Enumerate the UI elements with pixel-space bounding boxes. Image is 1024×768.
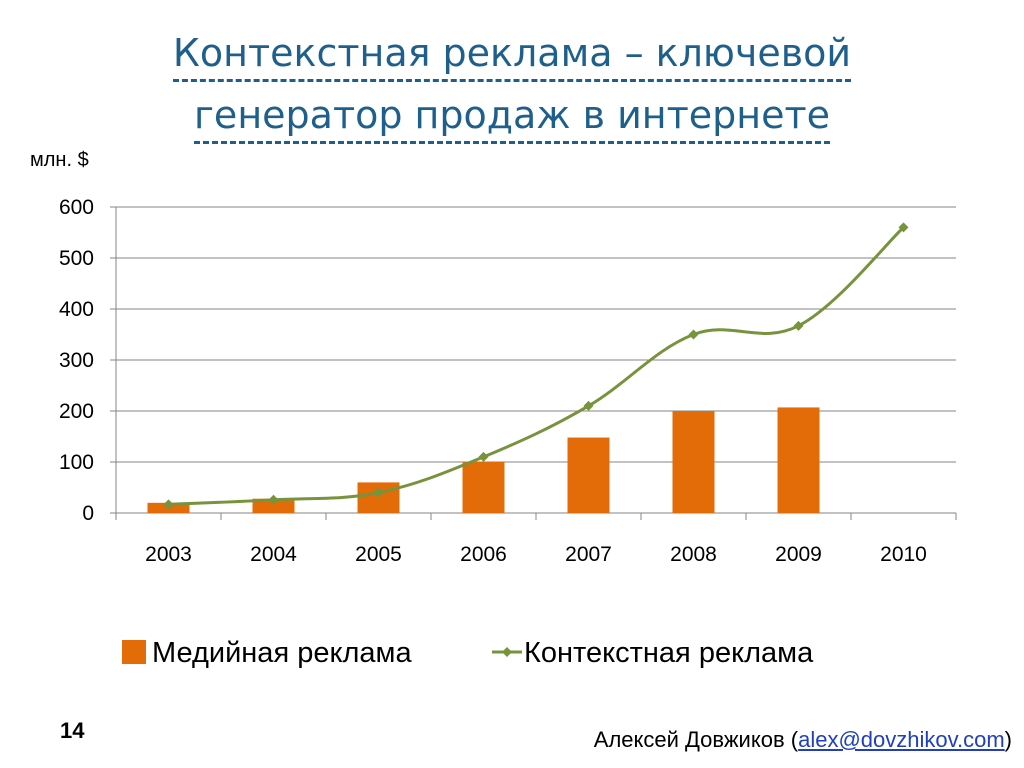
chart: 0 100 200 300 400 500 600 млн. $ 2003 2004 2005 200…: [30, 149, 957, 669]
x-tick-label: 2004: [250, 543, 297, 566]
x-tick-label: 2007: [565, 543, 612, 566]
line-point: [268, 494, 279, 505]
x-tick-label: 2010: [880, 543, 927, 566]
x-tick-label: 2008: [670, 543, 717, 566]
line-point: [163, 499, 174, 510]
title-line-1: Контекстная реклама – ключевой: [172, 27, 852, 82]
line-point: [478, 451, 489, 462]
author-close-paren: ): [1004, 727, 1012, 752]
line-point: [373, 487, 384, 498]
bar: [777, 407, 820, 513]
y-tick-label: 600: [59, 196, 94, 219]
y-tick-label: 200: [59, 400, 94, 423]
chart-labels: 0 100 200 300 400 500 600 млн. $ 2003 2004 2005 200…: [30, 149, 927, 566]
bar: [462, 462, 505, 513]
bar-series: [147, 407, 820, 513]
x-tick-label: 2009: [775, 543, 822, 566]
bar: [357, 482, 400, 513]
chart-axes: [110, 206, 957, 520]
y-axis-unit-label: млн. $: [30, 149, 89, 171]
y-tick-label: 400: [59, 298, 94, 321]
line-series: [163, 222, 909, 510]
y-tick-label: 100: [59, 451, 94, 474]
chart-gridlines: [116, 206, 956, 463]
line-point: [583, 400, 594, 411]
line-point: [898, 222, 909, 233]
legend-swatch-marker: [502, 647, 512, 657]
y-tick-label: 0: [82, 502, 94, 525]
footer-author: Алексей Довжиков (alex@dovzhikov.com): [594, 727, 1012, 753]
line-point: [793, 320, 804, 331]
bar: [252, 498, 295, 513]
bar: [672, 411, 715, 513]
slide-number: 14: [60, 718, 85, 743]
legend-swatch-bar: [122, 640, 146, 664]
x-tick-label: 2006: [460, 543, 507, 566]
legend-label-line: Контекстная реклама: [524, 637, 814, 669]
slide-title: Контекстная реклама – ключевой генератор…: [0, 22, 1024, 146]
author-open-paren: (: [784, 727, 799, 752]
chart-legend: Медийная реклама Контекстная реклама: [122, 637, 814, 669]
y-tick-label: 500: [59, 247, 94, 270]
legend-label-bar: Медийная реклама: [152, 637, 412, 669]
author-email-link[interactable]: alex@dovzhikov.com: [798, 727, 1005, 752]
y-tick-label: 300: [59, 349, 94, 372]
author-name: Алексей Довжиков: [593, 727, 785, 752]
title-line-2: генератор продаж в интернете: [193, 89, 831, 144]
line-point: [688, 329, 699, 340]
x-tick-label: 2005: [355, 543, 402, 566]
x-tick-label: 2003: [145, 543, 192, 566]
bar: [567, 437, 610, 513]
